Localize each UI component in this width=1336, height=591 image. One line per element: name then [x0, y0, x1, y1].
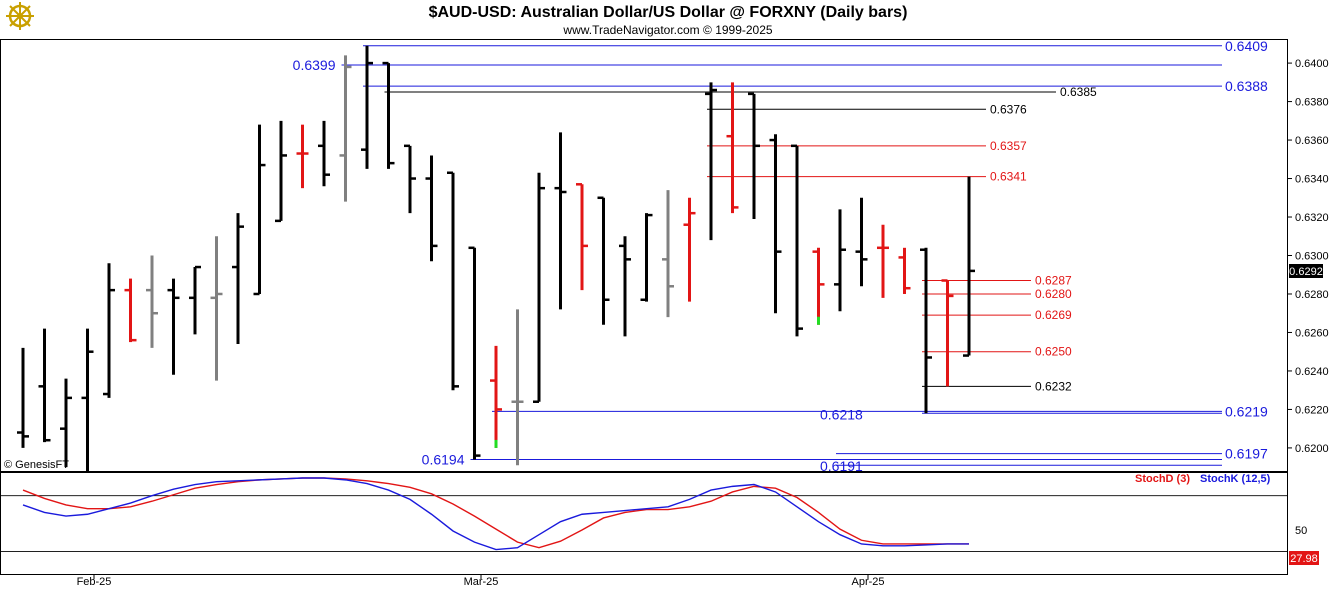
ohlc-bar — [963, 176, 975, 357]
ohlc-bar — [640, 213, 653, 302]
ohlc-bar — [791, 144, 803, 337]
ohlc-bar — [705, 82, 717, 241]
price-tick-label: 0.6240 — [1295, 366, 1329, 378]
copyright-label: © GenesisFT — [4, 459, 69, 471]
ohlc-bar — [533, 172, 545, 403]
ohlc-bar — [898, 247, 911, 294]
date-tick-label: Feb-25 — [77, 576, 112, 588]
ohlc-bar — [318, 120, 330, 187]
ohlc-bar — [920, 247, 932, 414]
ohlc-bar — [382, 61, 395, 169]
level-label: 0.6218 — [820, 406, 863, 422]
ohlc-bar — [662, 190, 674, 318]
ship-wheel-icon — [6, 2, 34, 30]
ohlc-bar — [275, 120, 287, 223]
ohlc-bar — [232, 213, 244, 345]
last-price-marker: 0.6292 — [1289, 264, 1323, 278]
ohlc-bar — [490, 345, 502, 448]
ohlc-bar — [361, 45, 373, 169]
date-tick-label: Apr-25 — [851, 576, 884, 588]
price-tick-label: 0.6380 — [1295, 97, 1329, 109]
ohlc-bar — [941, 279, 954, 387]
price-tick-label: 0.6340 — [1295, 174, 1329, 186]
ohlc-bar — [210, 236, 223, 381]
level-label: 0.6376 — [990, 102, 1027, 116]
stoch-line-k — [22, 477, 969, 551]
chart-subtitle: www.TradeNavigator.com © 1999-2025 — [562, 23, 772, 37]
date-axis: Feb-25 Mar-25 Apr-25 — [77, 574, 885, 588]
stoch-tick-50: 50 — [1295, 525, 1307, 537]
ohlc-bar — [597, 196, 610, 325]
level-label: 0.6232 — [1035, 379, 1072, 393]
price-tick-label: 0.6320 — [1295, 212, 1329, 224]
stochastic-lines — [1, 477, 1287, 552]
ohlc-bar — [834, 209, 846, 312]
ohlc-bar — [38, 328, 51, 443]
price-axis-ticks: 0.6400 0.6380 0.6360 0.6340 0.6320 0.6300 0.62… — [1287, 58, 1329, 455]
chart-title: $AUD-USD: Australian Dollar/US Dollar @ … — [429, 4, 908, 21]
ohlc-bar — [17, 347, 29, 448]
ohlc-bar — [425, 155, 438, 262]
ohlc-bar — [683, 197, 696, 302]
legend-stochd: StochD (3) — [1135, 473, 1190, 485]
level-label: 0.6194 — [422, 451, 465, 467]
stoch-last-value: 27.98 — [1290, 553, 1318, 565]
level-label: 0.6197 — [1225, 446, 1268, 462]
ohlc-bar — [81, 328, 94, 471]
ohlc-bar — [339, 55, 352, 202]
ohlc-bar — [146, 255, 158, 348]
price-tick-label: 0.6260 — [1295, 327, 1329, 339]
price-tick-label: 0.6280 — [1295, 289, 1329, 301]
ohlc-bar — [404, 144, 416, 214]
ohlc-bar — [554, 132, 567, 310]
ohlc-bars — [17, 45, 975, 471]
level-label: 0.6250 — [1035, 345, 1072, 359]
ohlc-bar — [167, 278, 180, 375]
price-tick-label: 0.6400 — [1295, 58, 1329, 70]
ohlc-bar — [60, 378, 72, 468]
price-tick-label: 0.6300 — [1295, 251, 1329, 263]
support-resistance-levels: 0.6409 0.6399 0.6388 0.6385 0.6376 0.6357 0.63… — [293, 38, 1268, 474]
ohlc-bar — [877, 224, 889, 298]
ohlc-bar — [748, 92, 760, 219]
level-label: 0.6287 — [1035, 274, 1072, 288]
date-tick-label: Mar-25 — [464, 576, 499, 588]
ohlc-bar — [253, 124, 266, 296]
ohlc-bar — [511, 309, 524, 466]
level-label: 0.6385 — [1060, 85, 1097, 99]
ohlc-bar — [189, 265, 201, 335]
level-label: 0.6409 — [1225, 38, 1268, 54]
chart-header: $AUD-USD: Australian Dollar/US Dollar @ … — [6, 2, 907, 37]
ohlc-bar — [726, 82, 739, 214]
ohlc-bar — [576, 183, 588, 291]
ohlc-bar — [296, 124, 309, 189]
level-label: 0.6219 — [1225, 403, 1268, 419]
price-panel — [0, 39, 1288, 472]
ohlc-bar — [855, 197, 868, 287]
ohlc-bar — [812, 247, 825, 325]
ohlc-bar — [103, 263, 115, 398]
ohlc-bar — [447, 171, 459, 391]
legend-stochk: StochK (12,5) — [1200, 473, 1271, 485]
level-label: 0.6191 — [820, 458, 863, 474]
level-label: 0.6341 — [990, 170, 1027, 184]
stoch-line-d — [22, 477, 969, 549]
stochastic-panel — [0, 472, 1288, 575]
ohlc-bar — [619, 236, 631, 337]
price-tick-label: 0.6360 — [1295, 135, 1329, 147]
level-label: 0.6357 — [990, 139, 1027, 153]
level-label: 0.6280 — [1035, 287, 1072, 301]
ohlc-bar — [124, 278, 137, 343]
price-tick-label: 0.6220 — [1295, 404, 1329, 416]
stoch-last-value-marker: 27.98 — [1289, 551, 1319, 565]
level-label: 0.6269 — [1035, 308, 1072, 322]
price-tick-label: 0.6200 — [1295, 443, 1329, 455]
level-label: 0.6388 — [1225, 78, 1268, 94]
ohlc-bar — [468, 246, 481, 460]
level-label: 0.6399 — [293, 57, 336, 73]
last-price-label: 0.6292 — [1289, 266, 1323, 278]
ohlc-bar — [769, 134, 782, 314]
